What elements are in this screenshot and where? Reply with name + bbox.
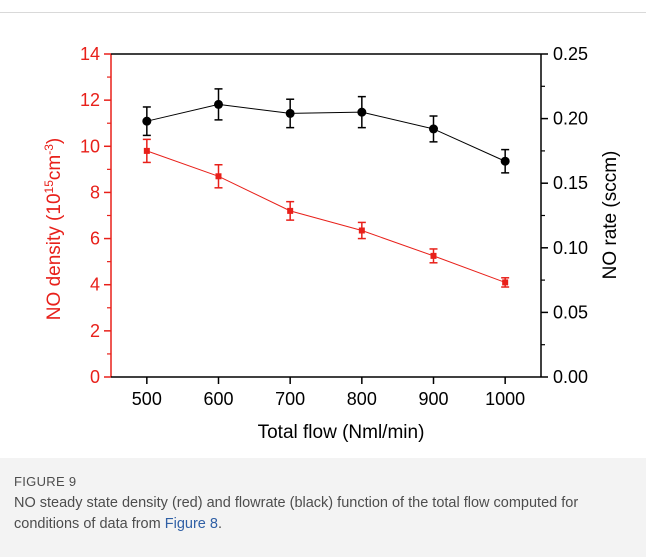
y-axis-label-right: NO rate (sccm) [600, 151, 621, 280]
data-point-circle [357, 107, 367, 117]
data-point-square [143, 147, 150, 154]
series-layer [142, 88, 510, 288]
y-right-tick-label: 0.05 [553, 302, 588, 322]
top-divider [0, 12, 646, 13]
x-tick-label: 1000 [485, 389, 525, 409]
figure-label: FIGURE 9 [14, 474, 77, 489]
x-tick-label: 500 [132, 389, 162, 409]
y-right-tick-label: 0.10 [553, 238, 588, 258]
y-left-tick-label: 2 [90, 321, 100, 341]
series-line-0 [146, 150, 506, 283]
data-point-square [430, 252, 437, 259]
data-point-circle [285, 108, 295, 118]
data-point-square [287, 207, 294, 214]
caption-text: NO steady state density (red) and flowra… [14, 495, 579, 532]
y-right-tick-label: 0.20 [553, 109, 588, 129]
chart: NO density (1015cm-3) NO rate (sccm) Tot… [42, 44, 621, 443]
x-axis-label: Total flow (Nml/min) [258, 422, 425, 443]
series-line-1 [146, 103, 506, 162]
data-point-square [502, 279, 509, 286]
x-tick-label: 600 [203, 389, 233, 409]
y-left-tick-label: 6 [90, 229, 100, 249]
y-right-tick-label: 0.15 [553, 173, 588, 193]
data-point-circle [429, 124, 438, 134]
x-tick-label: 800 [347, 389, 377, 409]
caption-end: . [217, 516, 222, 532]
data-point-circle [142, 116, 152, 126]
x-tick-label: 900 [418, 389, 448, 409]
y-right-ticks: 0.00 0.05 0.10 0.15 0.20 0.25 [541, 44, 588, 387]
data-point-square [358, 227, 365, 234]
y-left-tick-label: 12 [80, 90, 100, 110]
y-left-tick-label: 10 [80, 136, 100, 156]
data-point-circle [500, 156, 510, 166]
y-left-tick-label: 8 [90, 182, 100, 202]
y-axis-label-left: NO density (1015cm-3) [42, 138, 65, 320]
y-left-tick-label: 14 [80, 44, 100, 64]
figure-link[interactable]: Figure 8 [164, 516, 218, 532]
y-left-ticks: 0 2 4 6 8 10 12 14 [80, 44, 111, 387]
figure-caption: NO steady state density (red) and flowra… [14, 493, 634, 535]
data-point-circle [214, 99, 223, 109]
y-right-tick-label: 0.25 [553, 44, 588, 64]
x-ticks: 500 600 700 800 900 1000 [132, 377, 525, 409]
y-left-tick-label: 0 [90, 367, 100, 387]
x-tick-label: 700 [275, 389, 305, 409]
y-left-tick-label: 4 [90, 275, 100, 295]
y-right-tick-label: 0.00 [553, 367, 588, 387]
data-point-square [215, 173, 222, 180]
caption-box [0, 458, 646, 557]
